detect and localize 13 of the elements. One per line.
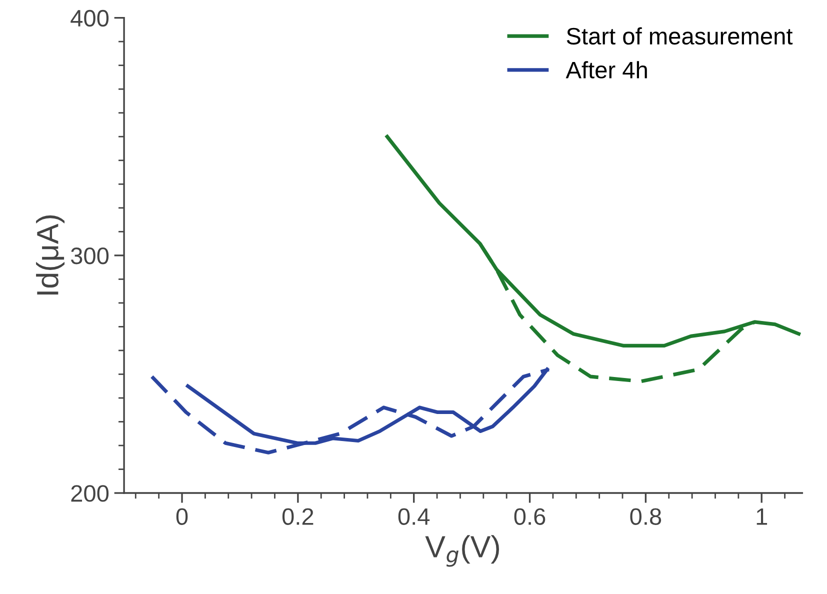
legend-label: Start of measurement xyxy=(566,27,793,45)
x-tick-label: 0.8 xyxy=(630,508,662,525)
x-tick-label: 0.2 xyxy=(282,508,314,525)
y-axis-title: Id(μA) xyxy=(36,215,65,295)
x-tick-label: 0.4 xyxy=(398,508,430,525)
y-tick-label: 200 xyxy=(71,485,109,502)
x-axis-title: V$_{g}$(V) xyxy=(425,535,499,567)
y-tick-label: 300 xyxy=(70,247,109,264)
legend-label: After 4h xyxy=(566,61,647,78)
x-tick-label: 0 xyxy=(176,508,188,525)
y-tick-label: 400 xyxy=(70,10,109,27)
x-tick-label: 0.6 xyxy=(514,508,546,525)
x-tick-label: 1 xyxy=(756,508,768,525)
